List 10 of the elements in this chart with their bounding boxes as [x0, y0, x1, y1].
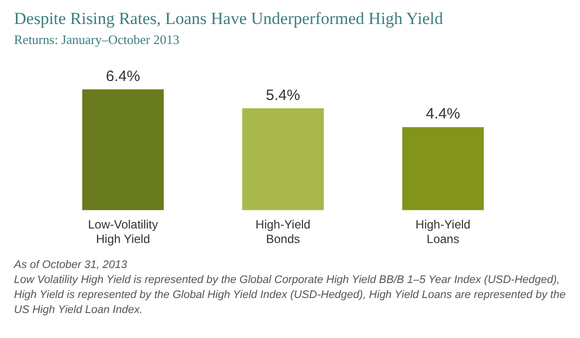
x-tick-label: Low-Volatility High Yield: [88, 218, 158, 246]
text: As of October 31, 2013: [14, 258, 128, 273]
chart-subtitle: Returns: January–October 2013: [14, 32, 180, 48]
x-tick-label: High-Yield Bonds: [256, 218, 310, 246]
chart-title: Despite Rising Rates, Loans Have Underperformed High Yield: [14, 9, 443, 29]
text: Low Volatility High Yield is represented by the Global Corporate High Yield BB/B 1–5 Year Index (USD-Hedged), High Yield is represented by the Global High Yield Index (USD-Hedged), High Yield Loans are represented by the US High Yield Loan Index.: [14, 273, 567, 318]
x-tick-label: High-Yield Loans: [416, 218, 470, 246]
data-label: 5.4%: [266, 86, 300, 104]
data-label: 4.4%: [426, 106, 460, 123]
data-label: 6.4%: [106, 68, 140, 85]
